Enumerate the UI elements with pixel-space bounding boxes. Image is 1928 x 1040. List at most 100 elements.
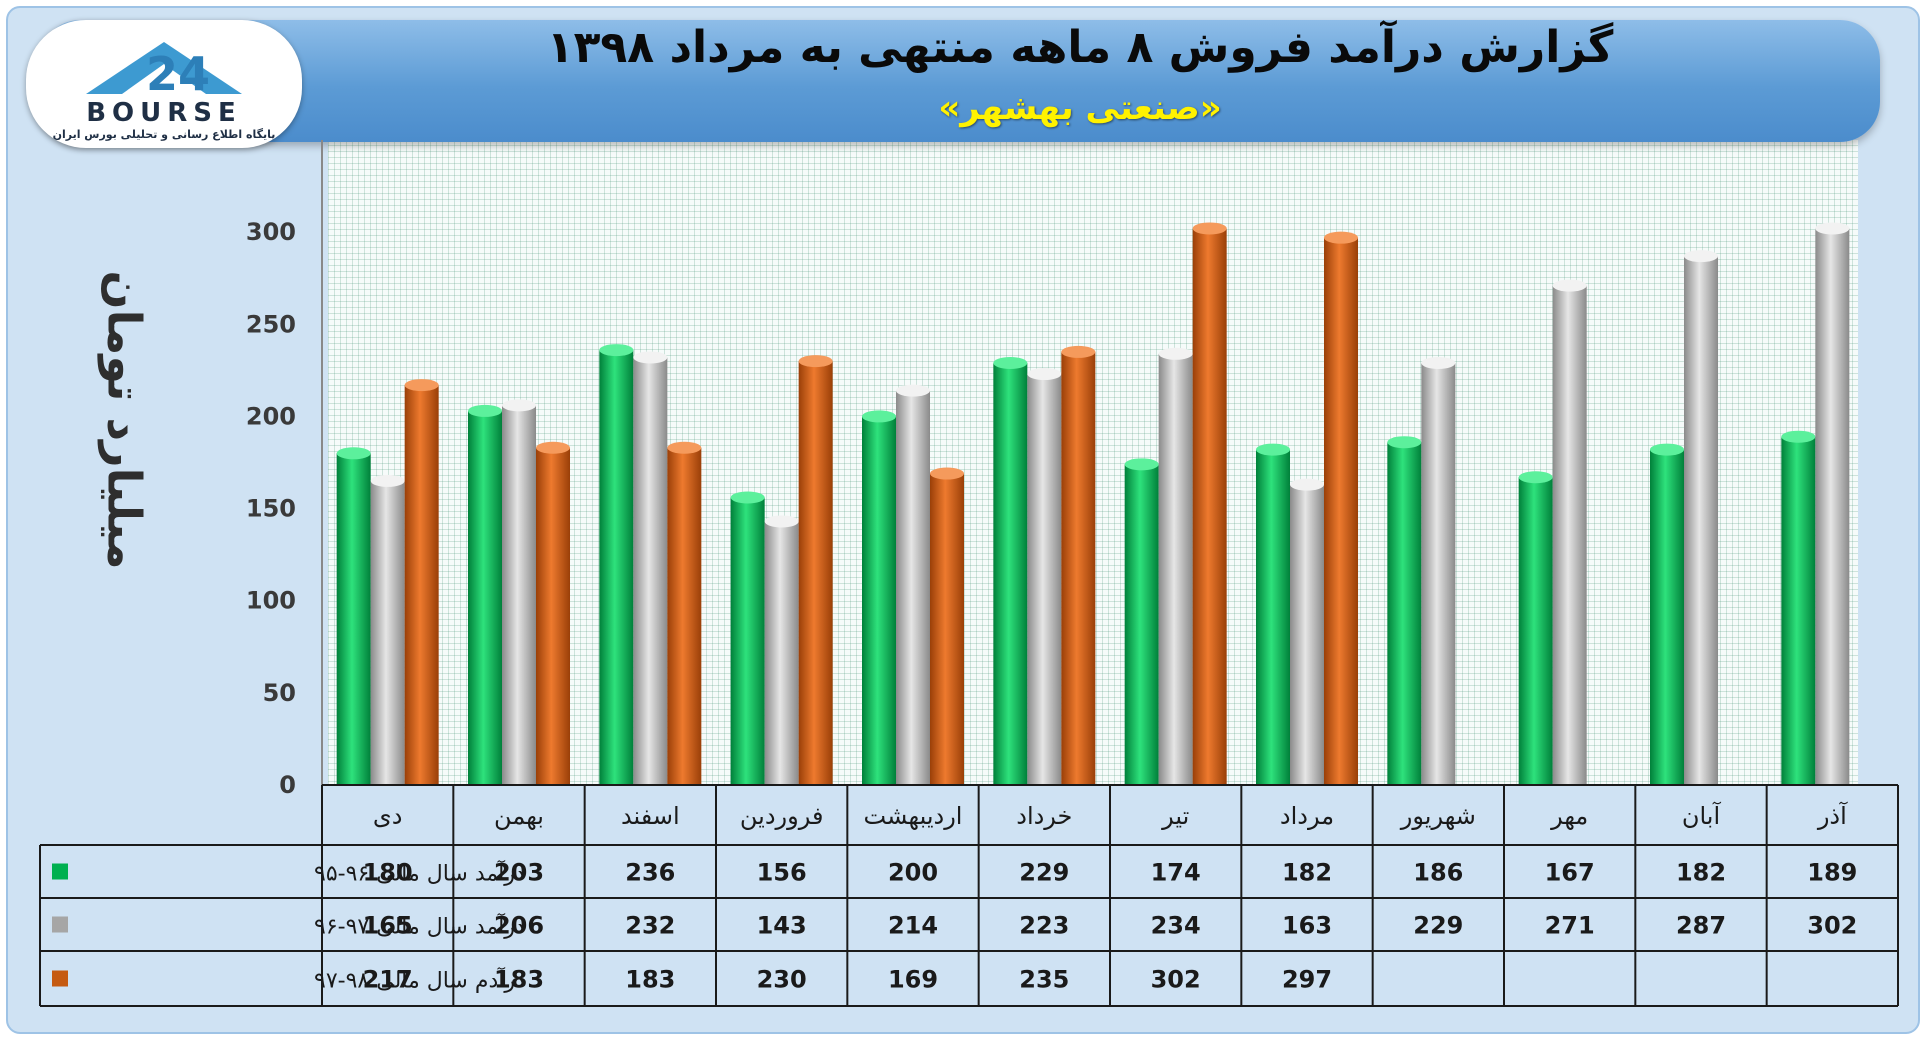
bar-cap [1256,443,1290,456]
legend-swatch [52,970,68,987]
bar-cap [502,399,536,412]
y-tick-label: 50 [263,679,296,707]
logo-mark-icon: 24 [86,42,242,101]
data-label: 165 [363,912,413,940]
logo-subtext: پایگاه اطلاع رسانی و تحلیلی بورس ایران [52,128,276,141]
bar-cap [1684,250,1718,263]
bar-cap [1158,347,1193,360]
bar-green [1256,449,1290,785]
title-banner [40,20,1880,142]
data-label: 189 [1807,859,1857,887]
data-label: 183 [494,966,544,994]
bar-cap [1324,231,1358,244]
data-label: 143 [757,912,807,940]
data-label: 200 [888,859,938,887]
bar-green [1518,477,1553,785]
x-tick-label: مهر [1550,802,1588,830]
svg-text:24: 24 [146,47,210,101]
bar-orange [930,473,964,785]
data-label: 302 [1151,966,1201,994]
bar-orange [404,385,439,785]
chart-subtitle: «صنعتی بهشهر» [938,88,1222,128]
x-tick-label: اسفند [621,802,680,830]
data-label: 287 [1676,912,1726,940]
bar-orange [667,447,702,785]
bar-green [468,410,502,785]
bar-gray [502,405,536,785]
bar-orange [798,361,833,785]
data-label: 167 [1545,859,1595,887]
y-tick-label: 100 [246,587,296,615]
bar-cap [1290,478,1324,491]
data-label: 271 [1545,912,1595,940]
legend-label: درآمد سال مالی ۹۷-۹۶ [314,913,525,940]
data-label: 156 [757,859,807,887]
legend-label: درآدم سال مالی ۹۸-۹۷ [314,967,525,994]
bar-green [1781,436,1816,785]
bar-cap [633,351,668,364]
x-tick-label: آبان [1682,801,1722,830]
data-label: 229 [1019,859,1069,887]
x-tick-label: خرداد [1016,802,1072,830]
data-label: 182 [1282,859,1332,887]
bar-cap [667,441,702,454]
y-tick-label: 150 [246,495,296,523]
x-tick-label: مرداد [1280,802,1334,830]
data-label: 186 [1413,859,1463,887]
bar-cap [1387,436,1422,449]
data-label: 169 [888,966,938,994]
bar-gray [1158,353,1193,785]
bar-gray [1815,228,1850,785]
x-tick-label: تیر [1161,802,1189,830]
bar-green [862,416,896,785]
bar-gray [633,357,668,785]
data-label: 214 [888,912,938,940]
bar-cap [1421,356,1456,369]
bar-cap [536,441,570,454]
data-label: 297 [1282,966,1332,994]
legend-swatch [52,863,68,880]
chart-title: گزارش درآمد فروش ۸ ماهه منتهی به مرداد ۱… [546,22,1614,73]
bar-cap [1650,443,1684,456]
bar-cap [896,384,930,397]
bar-cap [1518,471,1553,484]
data-label: 182 [1676,859,1726,887]
bar-gray [1552,285,1587,785]
data-label: 232 [625,912,675,940]
bar-green [730,497,765,785]
bar-cap [930,467,964,480]
data-label: 230 [757,966,807,994]
data-label: 174 [1151,859,1201,887]
bar-orange [1061,351,1096,785]
data-label: 223 [1019,912,1069,940]
data-label: 217 [363,966,413,994]
bar-cap [1552,279,1587,292]
bourse24-logo: 24 BOURSE پایگاه اطلاع رسانی و تحلیلی بو… [26,20,302,148]
bar-gray [1027,374,1062,785]
y-tick-label: 300 [246,218,296,246]
bar-gray [896,390,930,785]
data-label: 302 [1807,912,1857,940]
x-tick-label: فروردین [740,802,824,830]
logo-text: BOURSE [86,98,242,128]
bar-cap [468,404,502,417]
y-tick-label: 0 [279,771,296,799]
bar-cap [764,515,799,528]
data-table: دی بهمن اسفند فروردین اردیبهشت خرداد تیر مرداد ش… [39,784,1899,1007]
bar-green [1387,442,1422,785]
x-tick-label: بهمن [494,802,544,830]
bar-gray [370,480,405,785]
data-label: 234 [1151,912,1201,940]
bar-cap [336,447,371,460]
bar-cap [1192,222,1227,235]
bar-orange [536,447,570,785]
bar-gray [1684,256,1718,786]
y-tick-label: 250 [246,310,296,338]
bar-cap [1061,345,1096,358]
bar-gray [1290,484,1324,785]
bar-cap [993,356,1028,369]
x-tick-label: آذر [1817,801,1848,830]
bar-cap [1027,368,1062,381]
bar-orange [1324,237,1358,785]
